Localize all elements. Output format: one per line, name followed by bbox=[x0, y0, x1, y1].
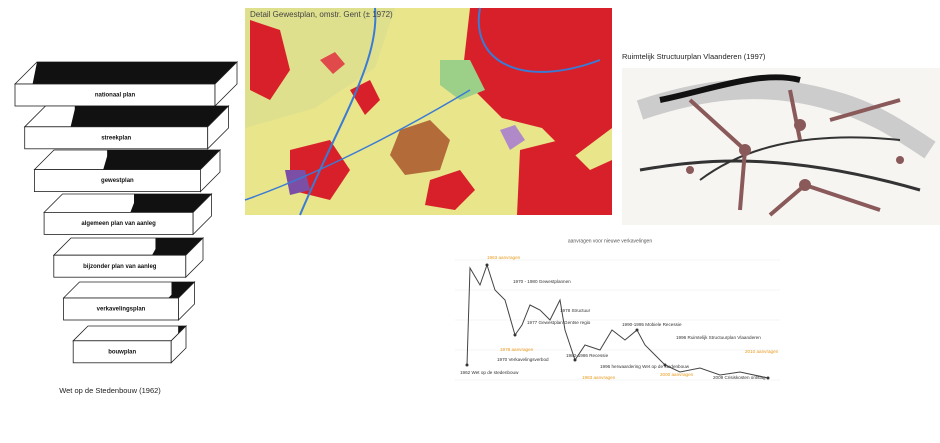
annotation: 2000 aanvragen bbox=[660, 372, 694, 377]
graph-title: aanvragen voor nieuwe verkavelingen bbox=[568, 238, 652, 244]
level-top bbox=[73, 326, 186, 341]
funnel-caption: Wet op de Stedenbouw (1962) bbox=[59, 386, 161, 395]
collage: nationaal plan streekplan gewestplan algeme… bbox=[0, 0, 940, 443]
annotation: 1982-1986 Recessie bbox=[566, 353, 609, 358]
funnel-diagram: nationaal plan streekplan gewestplan algeme… bbox=[15, 62, 237, 363]
annotation: 1963 aanvragen bbox=[487, 255, 521, 260]
annotation: 1978 Structuur bbox=[560, 308, 591, 313]
annotation: 1977 Gewestplan Gentse regio bbox=[527, 320, 591, 325]
page: nationaal plan streekplan gewestplan algeme… bbox=[0, 0, 940, 443]
level-label: algemeen plan van aanleg bbox=[81, 221, 156, 227]
annotation: 1996 herwaardering Wet op de stedenbouw bbox=[600, 364, 690, 369]
level-label: nationaal plan bbox=[95, 93, 136, 99]
annotation: 1970 - 1980 Gewestplannen bbox=[513, 279, 571, 284]
level-fill bbox=[71, 106, 229, 127]
annotation: 1962 Wet op de stedenbouw bbox=[460, 370, 519, 375]
level-fill bbox=[33, 62, 237, 84]
level-label: streekplan bbox=[101, 135, 131, 141]
annotation: 1978 aanvragen bbox=[500, 347, 534, 352]
annotation: 1983 aanvragen bbox=[582, 375, 616, 380]
structure-plan-title: Ruimtelijk Structuurplan Vlaanderen (199… bbox=[622, 52, 766, 61]
level-label: bijzonder plan van aanleg bbox=[83, 264, 157, 270]
annotation: 1996 Ruimtelijk Structuurplan Vlaanderen bbox=[676, 335, 761, 340]
map-title: Detail Gewestplan, omstr. Gent (± 1972) bbox=[250, 10, 393, 19]
level-fill bbox=[103, 150, 220, 170]
annotation: 1970 Verkavelingsverbod bbox=[497, 357, 549, 362]
annotation: 2010 aanvragen bbox=[745, 349, 779, 354]
annotation: 2009 Crisiskosten ontslag bbox=[713, 375, 766, 380]
graph-annotations: 1963 aanvragen 1962 Wet op de stedenbouw 1… bbox=[460, 255, 779, 380]
level-label: bouwplan bbox=[108, 349, 136, 355]
level-label: verkavelingsplan bbox=[97, 307, 146, 313]
annotation: 1990-1995 Mobiele Recessie bbox=[622, 322, 682, 327]
structure-plan-image bbox=[622, 68, 940, 225]
map-image bbox=[245, 8, 612, 215]
level-label: gewestplan bbox=[101, 178, 134, 184]
